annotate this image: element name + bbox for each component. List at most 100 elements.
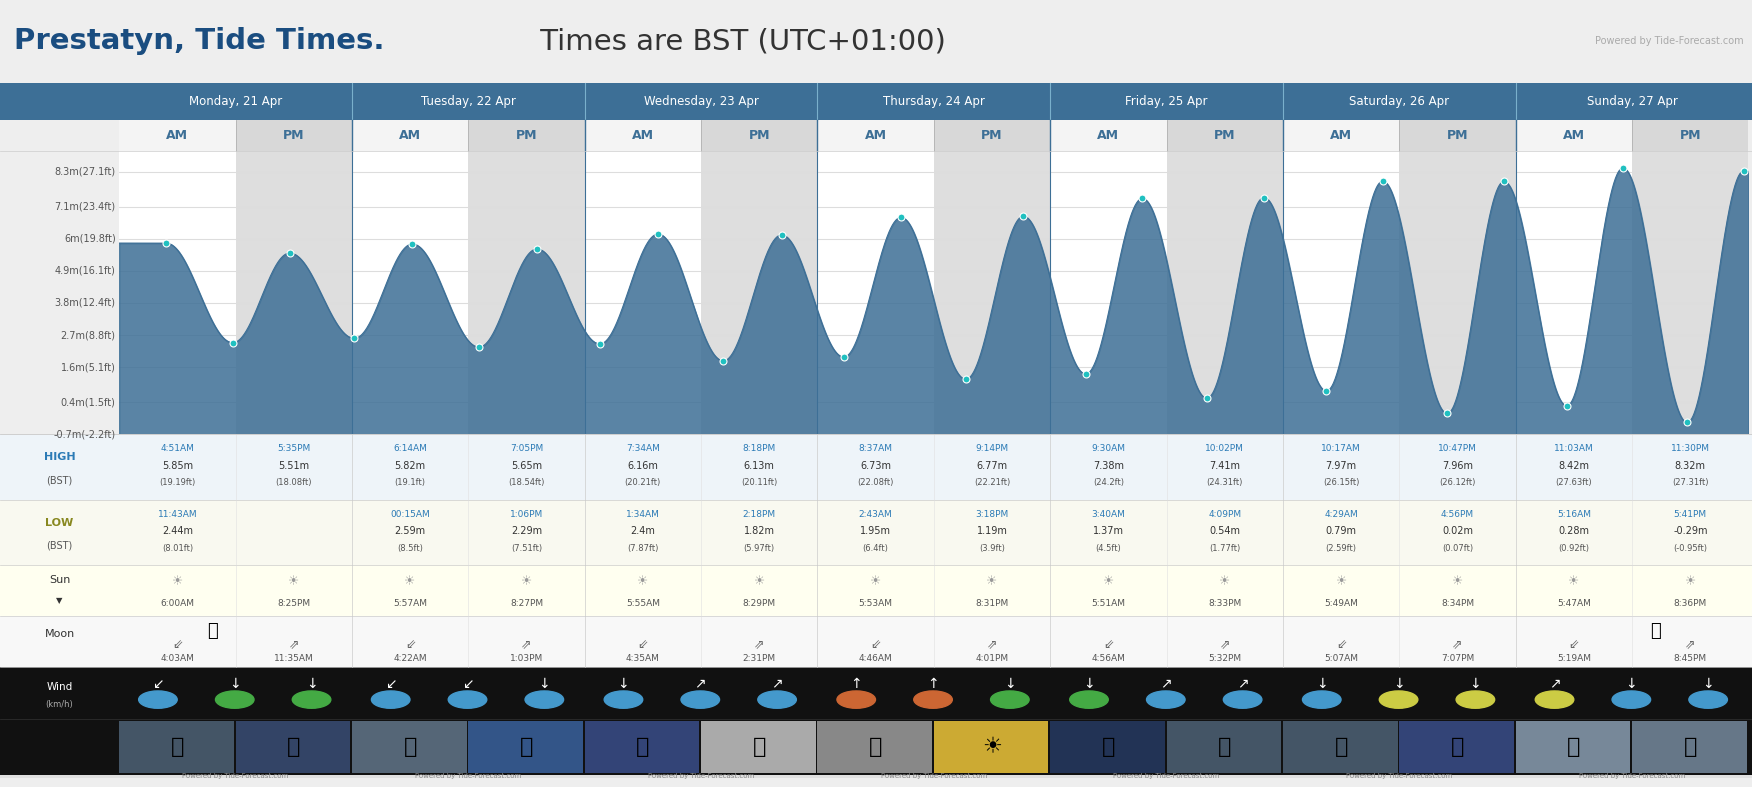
Bar: [701, 151, 818, 434]
Text: 4:56AM: 4:56AM: [1091, 654, 1125, 663]
Text: 6.13m: 6.13m: [745, 460, 774, 471]
Bar: [352, 151, 468, 434]
Text: ☀: ☀: [638, 575, 648, 588]
Text: ↓: ↓: [230, 677, 240, 691]
Text: 3:18PM: 3:18PM: [976, 510, 1009, 519]
Text: 7.41m: 7.41m: [1209, 460, 1240, 471]
Text: ☀: ☀: [1452, 575, 1463, 588]
Text: 7:34AM: 7:34AM: [625, 445, 661, 453]
Text: 40: 40: [929, 695, 939, 704]
Text: 3:40AM: 3:40AM: [1091, 510, 1125, 519]
Text: 🌕: 🌕: [1650, 622, 1661, 640]
Text: (24.2ft): (24.2ft): [1093, 478, 1123, 487]
Text: ↑: ↑: [850, 677, 862, 691]
Text: (18.08ft): (18.08ft): [275, 478, 312, 487]
Text: ⇗: ⇗: [289, 637, 300, 651]
Text: (20.21ft): (20.21ft): [625, 478, 661, 487]
Text: -0.29m: -0.29m: [1673, 526, 1708, 536]
Text: ↙: ↙: [152, 677, 163, 691]
Text: Powered by Tide-Forecast.com: Powered by Tide-Forecast.com: [1579, 774, 1685, 779]
Text: AM: AM: [865, 129, 887, 142]
Text: 8.42m: 8.42m: [1559, 460, 1589, 471]
Text: 5.82m: 5.82m: [394, 460, 426, 471]
Text: 15: 15: [463, 695, 473, 704]
Text: Times are BST (UTC+01:00): Times are BST (UTC+01:00): [531, 28, 946, 55]
Text: 11:43AM: 11:43AM: [158, 510, 198, 519]
Text: Monday, 21 Apr: Monday, 21 Apr: [189, 94, 282, 108]
Text: Powered by Tide-Forecast.com: Powered by Tide-Forecast.com: [415, 774, 522, 779]
Text: 7:07PM: 7:07PM: [1440, 654, 1473, 663]
Text: ☀: ☀: [1685, 575, 1696, 588]
Text: 5:55AM: 5:55AM: [625, 599, 661, 608]
Bar: [1515, 151, 1633, 434]
Text: 7.38m: 7.38m: [1093, 460, 1123, 471]
Bar: [585, 151, 701, 434]
Text: Powered by Tide-Forecast.com: Powered by Tide-Forecast.com: [881, 774, 986, 779]
Text: 7.1m(23.4ft): 7.1m(23.4ft): [54, 201, 116, 212]
Text: (BST): (BST): [47, 541, 72, 550]
Text: 8:33PM: 8:33PM: [1209, 599, 1242, 608]
Text: 20: 20: [1470, 695, 1480, 704]
Text: ⛅: ⛅: [753, 737, 766, 757]
Text: 2.4m: 2.4m: [631, 526, 655, 536]
Text: 2.44m: 2.44m: [161, 526, 193, 536]
Text: 4.9m(16.1ft): 4.9m(16.1ft): [54, 266, 116, 276]
Text: 4:56PM: 4:56PM: [1440, 510, 1473, 519]
Text: HIGH: HIGH: [44, 453, 75, 462]
Text: ↓: ↓: [1626, 677, 1636, 691]
Text: (7.51ft): (7.51ft): [512, 544, 541, 552]
Text: AM: AM: [399, 129, 420, 142]
Text: 10: 10: [1316, 695, 1326, 704]
Text: ⇙: ⇙: [405, 637, 415, 651]
Text: 4:51AM: 4:51AM: [161, 445, 194, 453]
Text: 🌧: 🌧: [1451, 737, 1465, 757]
Text: 5: 5: [1007, 695, 1013, 704]
Text: ☀: ☀: [405, 575, 415, 588]
Text: 8:29PM: 8:29PM: [743, 599, 776, 608]
Text: 5:53AM: 5:53AM: [858, 599, 892, 608]
Text: ☀: ☀: [172, 575, 182, 588]
Text: (26.12ft): (26.12ft): [1440, 478, 1475, 487]
Text: 5.51m: 5.51m: [279, 460, 310, 471]
Text: AM: AM: [1563, 129, 1586, 142]
Text: 40: 40: [851, 695, 862, 704]
Text: ☀: ☀: [520, 575, 533, 588]
Text: (27.31ft): (27.31ft): [1671, 478, 1708, 487]
Text: Prestatyn, Tide Times.: Prestatyn, Tide Times.: [14, 28, 384, 55]
Text: Wednesday, 23 Apr: Wednesday, 23 Apr: [643, 94, 759, 108]
Text: ▼: ▼: [56, 597, 63, 605]
Text: ☀: ☀: [1335, 575, 1347, 588]
Text: 15: 15: [1626, 695, 1636, 704]
Text: Powered by Tide-Forecast.com: Powered by Tide-Forecast.com: [1594, 36, 1743, 46]
Text: 9:30AM: 9:30AM: [1091, 445, 1125, 453]
Text: 8.3m(27.1ft): 8.3m(27.1ft): [54, 167, 116, 176]
Text: ↓: ↓: [618, 677, 629, 691]
Text: (-0.95ft): (-0.95ft): [1673, 544, 1706, 552]
Text: 10: 10: [618, 695, 629, 704]
Text: 6.73m: 6.73m: [860, 460, 892, 471]
Text: 2.59m: 2.59m: [394, 526, 426, 536]
Text: ⇗: ⇗: [986, 637, 997, 651]
Text: (19.1ft): (19.1ft): [394, 478, 426, 487]
Text: 🌧: 🌧: [1568, 737, 1580, 757]
Text: 2:18PM: 2:18PM: [743, 510, 776, 519]
Text: Sun: Sun: [49, 575, 70, 586]
Bar: [1400, 151, 1515, 434]
Text: 15: 15: [773, 695, 783, 704]
Text: (3.9ft): (3.9ft): [979, 544, 1006, 552]
Text: 🌙: 🌙: [1102, 737, 1114, 757]
Text: 8:34PM: 8:34PM: [1440, 599, 1473, 608]
Text: 1.82m: 1.82m: [745, 526, 774, 536]
Text: 5:16AM: 5:16AM: [1558, 510, 1591, 519]
Text: ↙: ↙: [463, 677, 473, 691]
Text: ↗: ↗: [771, 677, 783, 691]
Text: 4:03AM: 4:03AM: [161, 654, 194, 663]
Text: 🌘: 🌘: [207, 622, 217, 640]
Text: 2.7m(8.8ft): 2.7m(8.8ft): [61, 330, 116, 340]
Bar: [1049, 151, 1167, 434]
Text: Thursday, 24 Apr: Thursday, 24 Apr: [883, 94, 985, 108]
Text: PM: PM: [284, 129, 305, 142]
Text: 5: 5: [1086, 695, 1091, 704]
Text: 1:06PM: 1:06PM: [510, 510, 543, 519]
Text: 🌧: 🌧: [1218, 737, 1232, 757]
